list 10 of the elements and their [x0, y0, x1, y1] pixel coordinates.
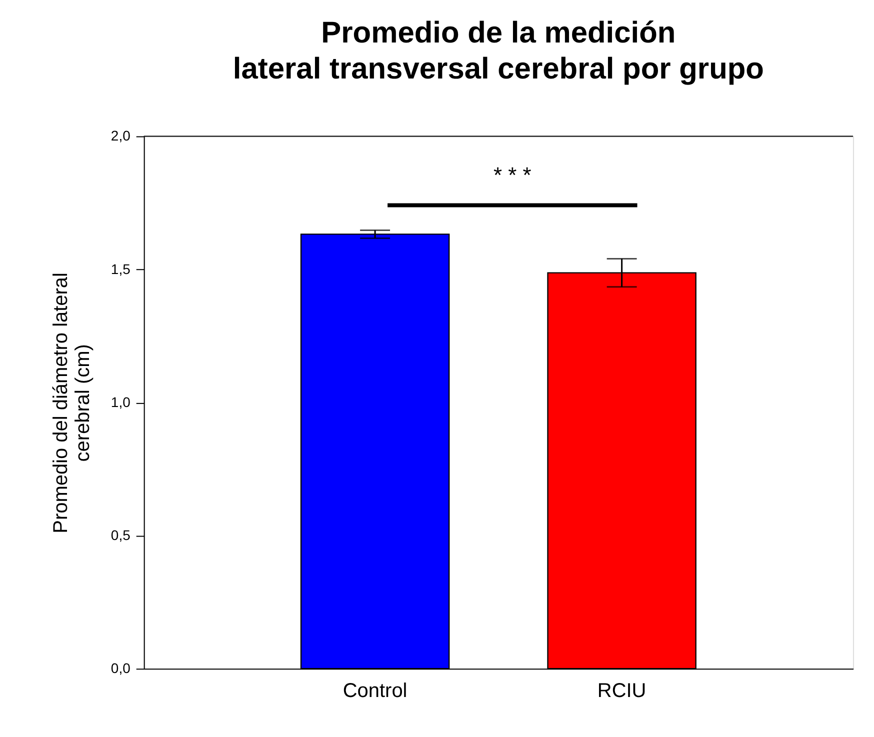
x-tick-label: Control	[342, 680, 408, 702]
y-axis-title: Promedio del diámetro lateral cerebral (cm)	[50, 272, 94, 534]
y-tick-label: 1,0	[110, 394, 131, 410]
chart-title: Promedio de la medición lateral transversal cerebral por grupo	[232, 16, 764, 86]
y-tick-label: 1,5	[110, 260, 131, 277]
y-tick-label: 0,0	[110, 660, 131, 676]
annotation: * * *	[493, 162, 532, 188]
y-tick-label: 0,5	[110, 527, 131, 544]
x-tick-label: RCIU	[597, 680, 646, 702]
y-tick-label: 2,0	[110, 128, 131, 144]
